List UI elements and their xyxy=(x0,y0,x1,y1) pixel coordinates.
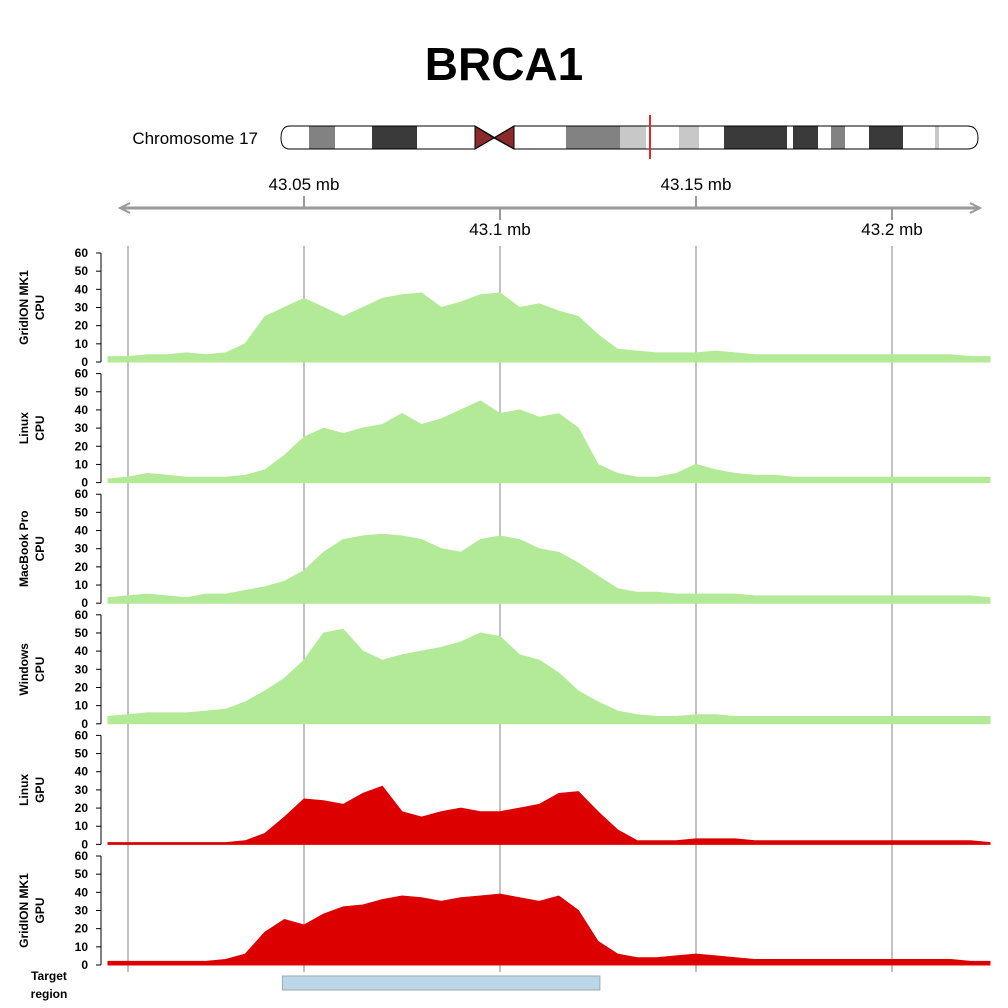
axis-tick-label: 43.1 mb xyxy=(469,220,530,239)
figure-title: BRCA1 xyxy=(425,38,583,90)
y-tick-label: 0 xyxy=(81,355,88,369)
coverage-track: 0 10 20 30 40 50 60 Linux CPU xyxy=(17,367,991,490)
coverage-area xyxy=(107,400,991,484)
track-label-line1: MacBook Pro xyxy=(17,510,31,587)
ideogram-band xyxy=(566,126,620,149)
ideogram-band xyxy=(869,126,903,149)
y-tick-label: 40 xyxy=(75,524,89,538)
track-label-line2: CPU xyxy=(33,536,47,561)
y-tick-label: 0 xyxy=(81,717,88,731)
track-label-line1: Linux xyxy=(17,412,31,444)
genome-axis: 43.05 mb 43.15 mb 43.1 mb 43.2 mb xyxy=(117,175,983,239)
y-tick-label: 30 xyxy=(75,542,89,556)
y-tick-label: 30 xyxy=(75,662,89,676)
axis-tick-label: 43.2 mb xyxy=(861,220,922,239)
y-tick-label: 0 xyxy=(81,958,88,972)
y-tick-label: 20 xyxy=(75,922,89,936)
y-tick-label: 50 xyxy=(75,626,89,640)
y-tick-label: 0 xyxy=(81,476,88,490)
y-tick-label: 50 xyxy=(75,264,89,278)
y-tick-label: 20 xyxy=(75,801,89,815)
y-tick-label: 20 xyxy=(75,439,89,453)
y-tick-label: 10 xyxy=(75,337,89,351)
y-tick-label: 10 xyxy=(75,699,89,713)
ideogram-band xyxy=(679,126,699,149)
axis-left-arrow xyxy=(117,202,131,214)
track-label-line1: Linux xyxy=(17,774,31,806)
y-tick-label: 30 xyxy=(75,301,89,315)
y-tick-label: 20 xyxy=(75,319,89,333)
y-tick-label: 50 xyxy=(75,385,89,399)
y-tick-label: 40 xyxy=(75,282,89,296)
y-tick-label: 0 xyxy=(81,837,88,851)
coverage-track: 0 10 20 30 40 50 60 GridION MK1 CPU xyxy=(17,246,991,369)
axis-right-arrow xyxy=(969,202,983,214)
track-label-line2: GPU xyxy=(33,897,47,923)
y-tick-label: 20 xyxy=(75,560,89,574)
ideogram-band xyxy=(793,126,818,149)
y-tick-label: 60 xyxy=(75,608,89,622)
y-tick-label: 10 xyxy=(75,819,89,833)
ideogram-band xyxy=(620,126,646,149)
y-tick-label: 30 xyxy=(75,783,89,797)
ideogram-region-highlight xyxy=(649,115,651,159)
y-tick-label: 10 xyxy=(75,578,89,592)
y-tick-label: 60 xyxy=(75,487,89,501)
track-label-line1: GridION MK1 xyxy=(17,873,31,948)
y-tick-label: 50 xyxy=(75,747,89,761)
y-tick-label: 40 xyxy=(75,644,89,658)
coverage-area xyxy=(107,628,991,725)
y-tick-label: 10 xyxy=(75,940,89,954)
ideogram-band xyxy=(935,126,939,149)
y-tick-label: 30 xyxy=(75,421,89,435)
target-region-track: Target region xyxy=(31,969,601,1001)
ideogram-band xyxy=(724,126,787,149)
coverage-area xyxy=(107,893,991,966)
track-label-line2: GPU xyxy=(33,777,47,803)
ideogram-band xyxy=(309,126,335,149)
coverage-track: 0 10 20 30 40 50 60 GridION MK1 GPU xyxy=(17,849,991,972)
track-label-line2: CPU xyxy=(33,415,47,440)
y-tick-label: 0 xyxy=(81,596,88,610)
ideogram-border xyxy=(280,125,979,150)
axis-tick-label: 43.15 mb xyxy=(661,175,732,194)
coverage-track: 0 10 20 30 40 50 60 Linux GPU xyxy=(17,728,991,851)
target-region-label-line2: region xyxy=(31,987,68,1001)
coverage-area xyxy=(107,292,991,363)
y-tick-label: 30 xyxy=(75,904,89,918)
coverage-track: 0 10 20 30 40 50 60 Windows CPU xyxy=(17,608,991,731)
y-tick-label: 60 xyxy=(75,246,89,260)
track-label-line2: CPU xyxy=(33,657,47,682)
y-tick-label: 50 xyxy=(75,505,89,519)
grid-lines xyxy=(127,246,893,972)
y-tick-label: 60 xyxy=(75,728,89,742)
y-tick-label: 40 xyxy=(75,403,89,417)
coverage-track: 0 10 20 30 40 50 60 MacBook Pro CPU xyxy=(17,487,991,610)
coverage-area xyxy=(107,785,991,845)
track-label-line2: CPU xyxy=(33,295,47,320)
y-tick-label: 20 xyxy=(75,680,89,694)
ideogram-label: Chromosome 17 xyxy=(132,129,258,148)
ideogram-band xyxy=(831,126,845,149)
ideogram-band xyxy=(372,126,417,149)
chromosome-ideogram xyxy=(280,115,979,159)
y-tick-label: 60 xyxy=(75,367,89,381)
y-tick-label: 40 xyxy=(75,885,89,899)
coverage-area xyxy=(107,533,991,604)
target-region-bar xyxy=(281,975,601,991)
y-tick-label: 60 xyxy=(75,849,89,863)
target-region-label-line1: Target xyxy=(31,969,67,983)
track-label-line1: GridION MK1 xyxy=(17,270,31,345)
y-tick-label: 10 xyxy=(75,457,89,471)
y-tick-label: 40 xyxy=(75,765,89,779)
y-tick-label: 50 xyxy=(75,867,89,881)
axis-tick-label: 43.05 mb xyxy=(269,175,340,194)
track-label-line1: Windows xyxy=(17,643,31,696)
